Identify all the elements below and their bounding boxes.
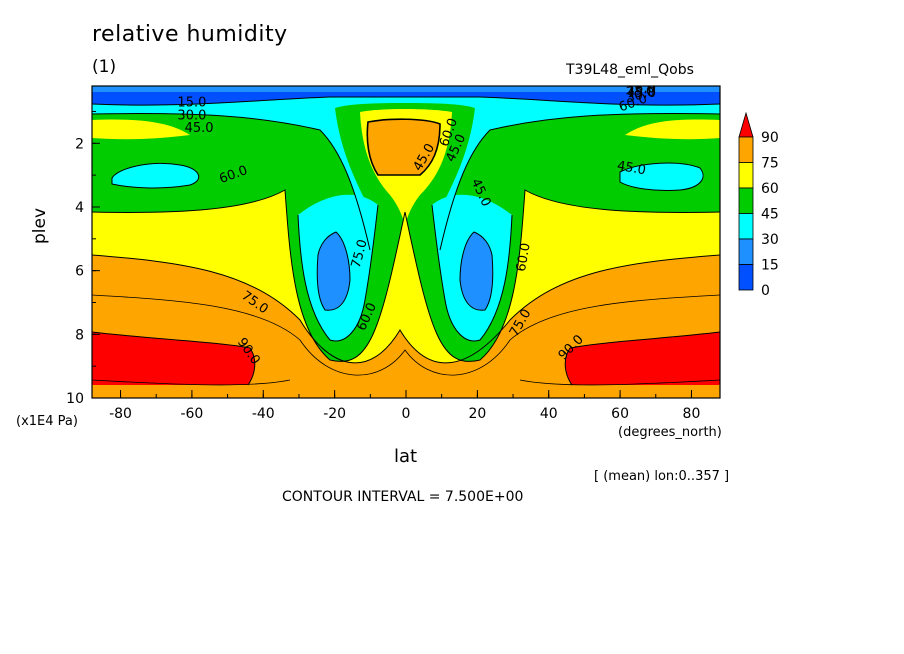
contour-label: 45.0	[185, 121, 214, 136]
contour-label: 45.0	[616, 159, 647, 179]
colorbar-label: 90	[761, 130, 779, 146]
fill-cyan-left-blob	[112, 163, 199, 188]
x-axis-label: lat	[394, 446, 418, 467]
contour-label: 75.0	[349, 238, 371, 270]
y-axis-unit: (x1E4 Pa)	[16, 414, 78, 429]
x-tick-label: 60	[611, 406, 629, 422]
contour-lines	[92, 96, 720, 386]
x-tick-label: 20	[468, 406, 486, 422]
fill-green	[92, 105, 720, 362]
x-axis-unit: (degrees_north)	[618, 425, 722, 440]
fill-yellow-topright	[625, 119, 720, 140]
fill-orange-center	[367, 119, 440, 175]
colorbar-triangle	[738, 111, 754, 138]
fill-red-right	[565, 332, 720, 385]
colorbar-swatch	[738, 213, 754, 240]
colorbar: 90 75 60 45 30 15 0	[738, 111, 779, 299]
contour-fill: 15.030.045.060.075.090.060.075.045.045.0…	[92, 81, 720, 398]
colorbar-swatch	[738, 187, 754, 214]
x-tick-label: 0	[402, 406, 411, 422]
mean-note: [ (mean) lon:0..357 ]	[594, 469, 730, 484]
contour-label: 15.0	[627, 81, 656, 96]
fill-blue-left-core	[317, 232, 350, 311]
colorbar-swatch	[738, 136, 754, 163]
colorbar-label: 30	[761, 232, 779, 248]
y-tick-label: 6	[75, 264, 84, 280]
y-tick-label: 2	[75, 136, 84, 152]
colorbar-swatch	[738, 264, 754, 291]
fill-top-strip	[92, 86, 720, 92]
colorbar-label: 15	[761, 258, 779, 274]
y-tick-label: 10	[66, 391, 84, 407]
run-name: T39L48_eml_Qobs	[566, 62, 694, 78]
y-tick-label: 4	[75, 200, 84, 216]
x-tick-label: 80	[683, 406, 701, 422]
chart-title: relative humidity	[92, 22, 288, 47]
colorbar-swatch	[738, 162, 754, 189]
fill-cyan-right-blob	[620, 163, 704, 191]
fill-cyan-top	[92, 95, 720, 250]
x-tick-label: -60	[180, 406, 203, 422]
contour-interval: CONTOUR INTERVAL = 7.500E+00	[282, 489, 524, 505]
fill-blue-right-core	[460, 232, 493, 311]
x-tick-label: -20	[323, 406, 346, 422]
colorbar-label: 0	[761, 283, 770, 299]
contour-label: 45.0	[627, 86, 656, 101]
colorbar-label: 60	[761, 181, 779, 197]
contour-label: 60.0	[514, 242, 534, 273]
contour-label: 30.0	[177, 108, 206, 123]
fill-yellow-topleft	[92, 119, 190, 140]
contour-label: 15.0	[177, 96, 206, 111]
fill-red-left	[92, 332, 255, 385]
x-tick-label: 40	[540, 406, 558, 422]
x-axis: -80 -60 -40 -20 0 20 40 60 80	[109, 390, 700, 422]
colorbar-label: 75	[761, 156, 779, 172]
x-tick-label: -80	[109, 406, 132, 422]
chart-subtitle: (1)	[92, 57, 117, 77]
colorbar-label: 45	[761, 207, 779, 223]
y-axis: 2 4 6 8 10	[66, 110, 100, 407]
x-tick-label: -40	[252, 406, 275, 422]
colorbar-swatch	[738, 238, 754, 265]
y-tick-label: 8	[75, 327, 84, 343]
